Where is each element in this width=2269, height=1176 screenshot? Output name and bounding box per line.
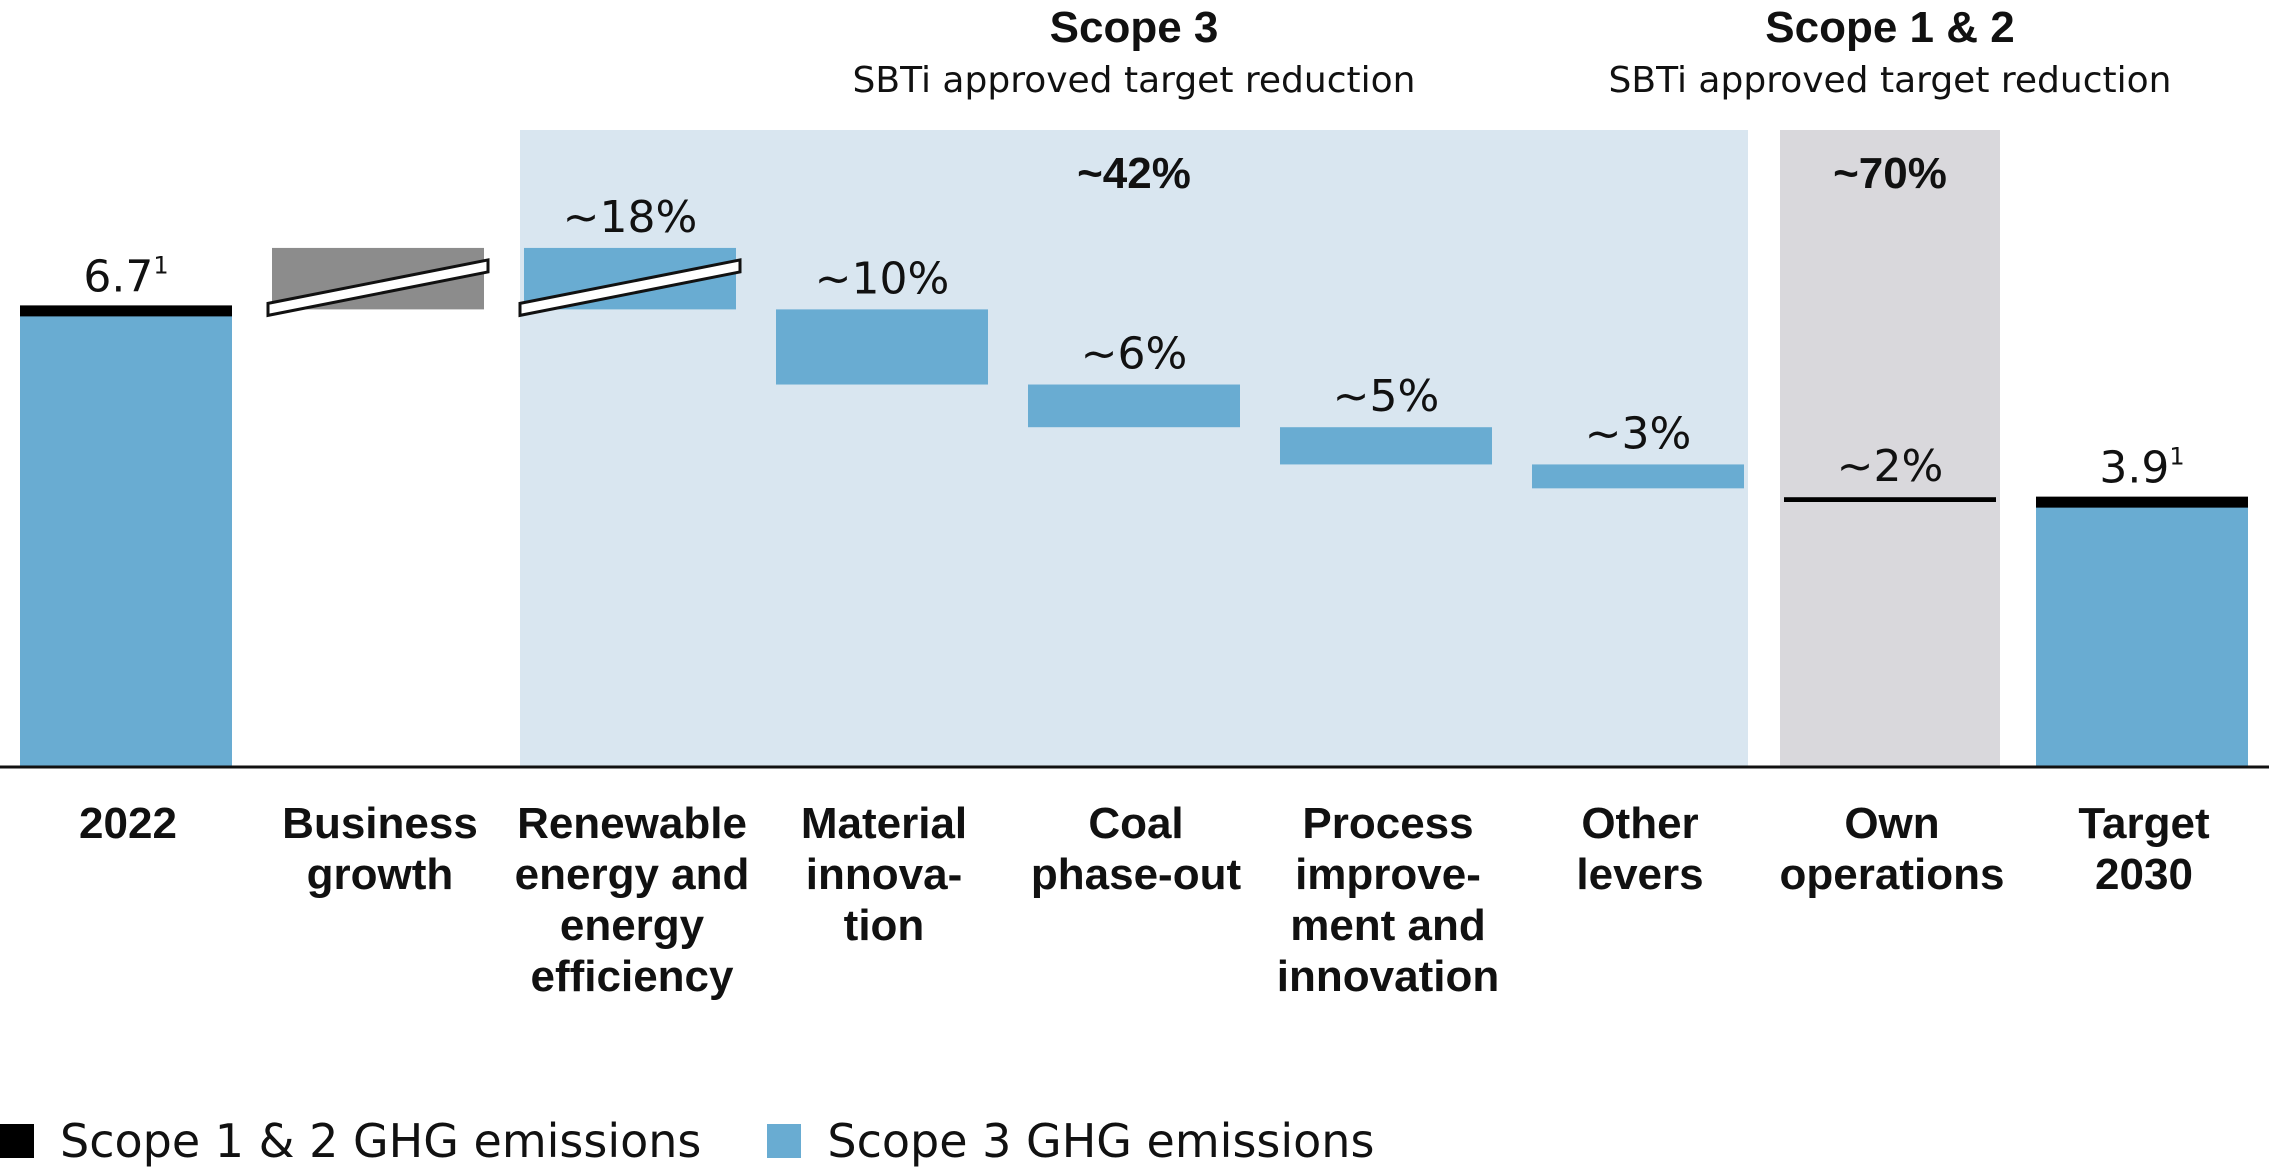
value-label-7: ~2% [1837,441,1944,492]
category-label-7-0: Own [1844,799,1939,848]
legend-swatch-scope12 [0,1124,34,1158]
category-label-3-1: innova- [806,850,962,899]
legend-swatch-scope3 [767,1124,802,1158]
category-label-5-3: innovation [1277,952,1499,1001]
category-label-5-1: improve- [1295,850,1481,899]
bar-7 [1784,497,1996,502]
category-label-5-2: ment and [1290,901,1486,950]
value-label-0: 6.71 [83,251,168,302]
group-band-0 [520,130,1748,767]
group-subtitle-1: SBTi approved target reduction [1609,60,2172,101]
group-title-1: Scope 1 & 2 [1765,3,2014,52]
bar-3 [776,309,988,385]
footnote-8: 1 [2169,443,2184,471]
value-label-5: ~5% [1333,371,1440,422]
category-label-8-0: Target [2078,799,2210,848]
bar-4 [1028,384,1240,428]
category-label-6-1: levers [1576,850,1703,899]
group-value-0: ~42% [1077,149,1191,198]
value-label-3: ~10% [815,253,950,304]
legend-label-scope3: Scope 3 GHG emissions [827,1114,1375,1168]
bar-6 [1532,464,1744,489]
bar-cap-0 [20,305,232,317]
group-title-0: Scope 3 [1050,3,1219,52]
category-label-2-0: Renewable [517,799,747,848]
value-label-2: ~18% [563,192,698,243]
value-label-4: ~6% [1081,329,1188,380]
axis-break-1 [266,258,490,318]
category-label-0-0: 2022 [79,799,177,848]
legend-label-scope12: Scope 1 & 2 GHG emissions [60,1114,702,1168]
group-value-1: ~70% [1833,149,1947,198]
category-label-7-1: operations [1780,850,2005,899]
bar-8 [2036,500,2248,767]
category-label-4-0: Coal [1088,799,1183,848]
category-label-2-2: energy [560,901,705,950]
value-label-8: 3.91 [2099,443,2184,494]
footnote-0: 1 [153,251,168,279]
legend: Scope 1 & 2 GHG emissions Scope 3 GHG em… [0,1114,1440,1168]
bar-cap-8 [2036,496,2248,508]
category-label-1-1: growth [307,850,454,899]
category-label-8-1: 2030 [2095,850,2193,899]
category-label-6-0: Other [1581,799,1698,848]
category-label-2-1: energy and [515,850,750,899]
axis-break-2 [518,258,742,318]
legend-item-scope12: Scope 1 & 2 GHG emissions [0,1114,701,1168]
value-label-6: ~3% [1585,408,1692,459]
group-subtitle-0: SBTi approved target reduction [853,60,1416,101]
category-label-1-0: Business [282,799,478,848]
group-band-1 [1780,130,2000,767]
category-label-4-1: phase-out [1031,850,1242,899]
category-label-3-0: Material [801,799,967,848]
legend-item-scope3: Scope 3 GHG emissions [767,1114,1374,1168]
bar-0 [20,309,232,767]
category-label-3-2: tion [844,901,925,950]
category-label-5-0: Process [1302,799,1473,848]
bar-5 [1280,427,1492,465]
category-label-2-3: efficiency [531,952,735,1001]
